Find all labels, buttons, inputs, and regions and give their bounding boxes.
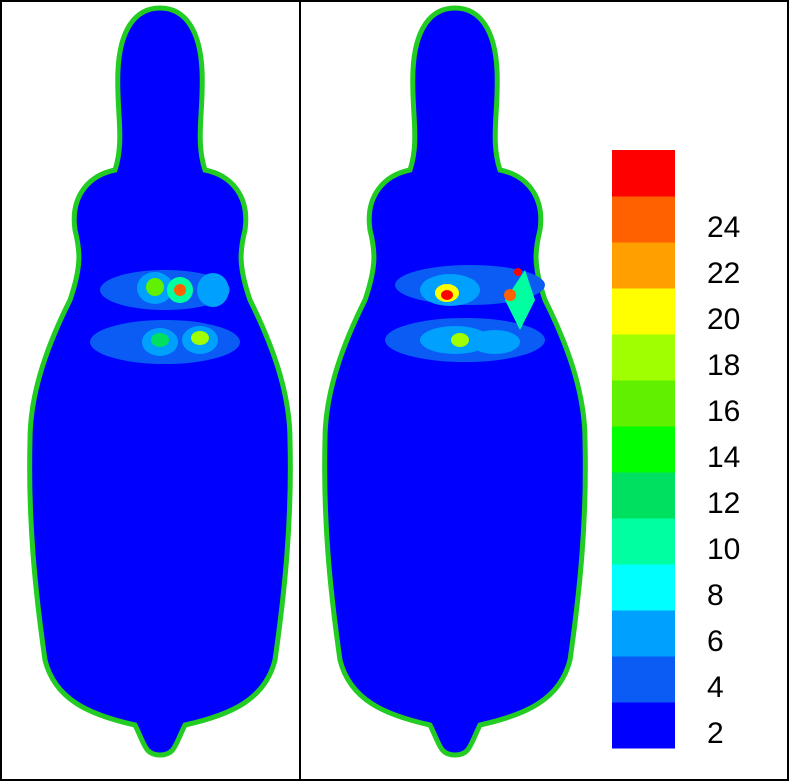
colorbar-segment: [612, 242, 675, 289]
colorbar-segment: [612, 380, 675, 427]
colorbar-label: 24: [707, 211, 740, 244]
colorbar-label: 16: [707, 395, 740, 428]
colorbar-label: 22: [707, 257, 740, 290]
colorbar-label: 10: [707, 533, 740, 566]
colorbar-segment: [612, 564, 675, 611]
colorbar-label: 20: [707, 303, 740, 336]
colorbar-label: 14: [707, 441, 740, 474]
colorbar-label: 2: [707, 717, 724, 750]
colorbar-segment: [612, 334, 675, 381]
colorbar-label: 8: [707, 579, 724, 612]
figure: 24681012141618202224: [0, 0, 789, 781]
colorbar-label: 18: [707, 349, 740, 382]
colorbar-segment: [612, 150, 675, 197]
colorbar-label: 12: [707, 487, 740, 520]
colorbar-segment: [612, 288, 675, 335]
colorbar-label: 4: [707, 671, 724, 704]
colorbar-segment: [612, 656, 675, 703]
colorbar-segment: [612, 196, 675, 243]
colorbar-segment: [612, 472, 675, 519]
colorbar-segment: [612, 518, 675, 565]
colorbar-segment: [612, 610, 675, 657]
colorbar-label: 6: [707, 625, 724, 658]
colorbar-segment: [612, 702, 675, 749]
colorbar-segment: [612, 426, 675, 473]
